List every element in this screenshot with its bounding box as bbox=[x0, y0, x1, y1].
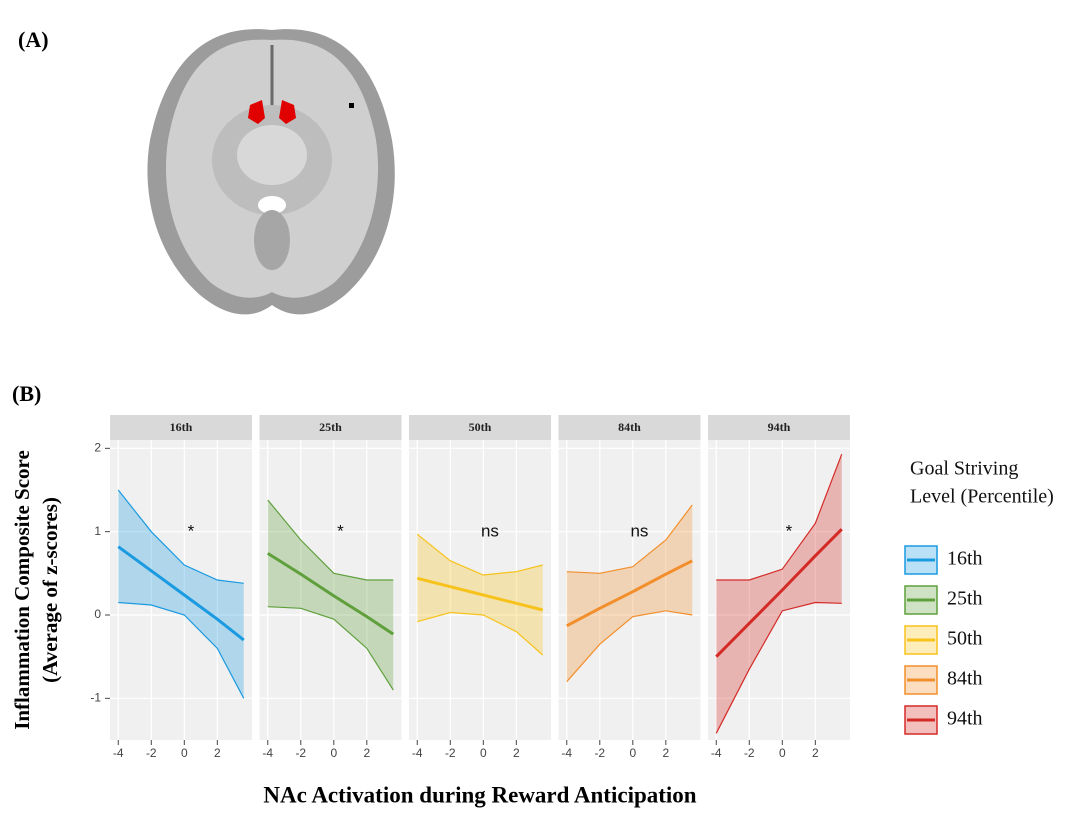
x-tick-label: -2 bbox=[744, 746, 755, 760]
x-tick-label: -2 bbox=[146, 746, 157, 760]
x-tick-label: -4 bbox=[113, 746, 124, 760]
x-axis-title: NAc Activation during Reward Anticipatio… bbox=[263, 782, 696, 807]
y-tick-label: 0 bbox=[94, 607, 101, 621]
x-tick-label: -4 bbox=[262, 746, 273, 760]
y-axis-title: (Average of z-scores) bbox=[38, 497, 62, 683]
annotation: ns bbox=[481, 521, 499, 540]
strip-label: 94th bbox=[768, 420, 791, 434]
x-tick-label: 2 bbox=[214, 746, 221, 760]
y-axis-title: Inflammation Composite Score bbox=[10, 450, 34, 730]
x-tick-label: 0 bbox=[480, 746, 487, 760]
x-tick-label: -4 bbox=[711, 746, 722, 760]
x-tick-label: -2 bbox=[445, 746, 456, 760]
panel-label: (A) bbox=[18, 27, 49, 52]
strip-label: 50th bbox=[469, 420, 492, 434]
y-tick-label: 1 bbox=[94, 524, 101, 538]
panel-label: (B) bbox=[12, 381, 41, 406]
legend-title: Level (Percentile) bbox=[910, 486, 1054, 508]
x-tick-label: 2 bbox=[662, 746, 669, 760]
figure: (A) (B) Inflammation Composite Score(Ave… bbox=[0, 0, 1075, 832]
x-tick-label: -2 bbox=[594, 746, 605, 760]
strip-label: 16th bbox=[170, 420, 193, 434]
y-tick-label: 2 bbox=[94, 441, 101, 455]
strip-label: 84th bbox=[618, 420, 641, 434]
strip-label: 25th bbox=[319, 420, 342, 434]
x-tick-label: 2 bbox=[363, 746, 370, 760]
x-tick-label: -4 bbox=[412, 746, 423, 760]
x-tick-label: 0 bbox=[629, 746, 636, 760]
legend-label: 25th bbox=[947, 588, 983, 610]
legend-label: 50th bbox=[947, 628, 983, 650]
annotation: * bbox=[337, 521, 344, 540]
x-tick-label: 2 bbox=[513, 746, 520, 760]
legend-label: 84th bbox=[947, 668, 983, 690]
x-tick-label: 0 bbox=[181, 746, 188, 760]
brain-image bbox=[147, 29, 394, 314]
legend-label: 16th bbox=[947, 548, 983, 570]
x-tick-label: 0 bbox=[330, 746, 337, 760]
legend-label: 94th bbox=[947, 708, 983, 730]
x-tick-label: 0 bbox=[779, 746, 786, 760]
x-tick-label: 2 bbox=[812, 746, 819, 760]
x-tick-label: -4 bbox=[561, 746, 572, 760]
y-tick-label: -1 bbox=[90, 691, 101, 705]
legend-title: Goal Striving bbox=[910, 458, 1018, 480]
annotation: ns bbox=[630, 521, 648, 540]
x-tick-label: -2 bbox=[295, 746, 306, 760]
annotation: * bbox=[786, 521, 793, 540]
annotation: * bbox=[188, 521, 195, 540]
